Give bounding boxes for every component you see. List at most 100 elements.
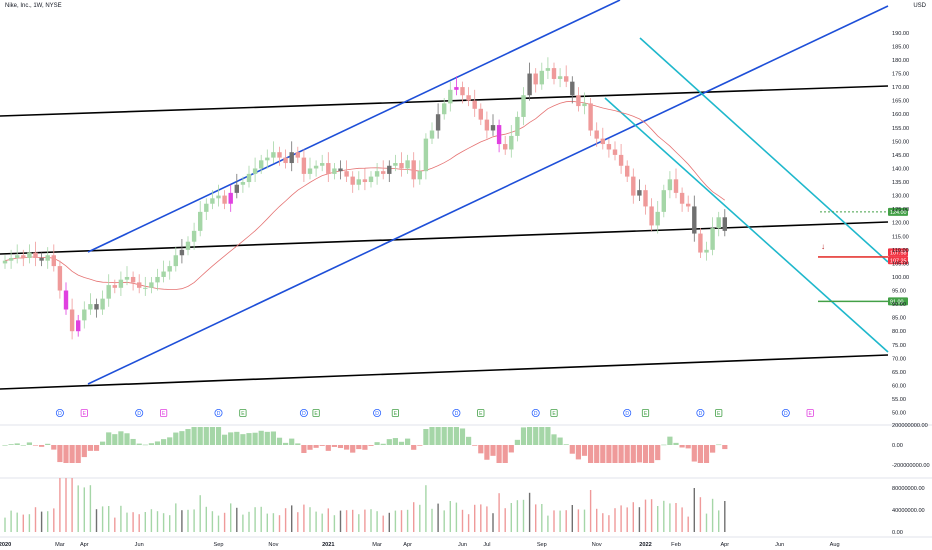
osc-bar bbox=[289, 438, 295, 445]
osc-bar bbox=[51, 445, 57, 450]
candle bbox=[130, 276, 136, 283]
candle bbox=[631, 176, 636, 196]
volume-bar bbox=[693, 488, 695, 532]
volume-bar bbox=[181, 510, 183, 532]
candle bbox=[533, 73, 538, 85]
candle bbox=[94, 304, 99, 310]
osc-bar bbox=[148, 443, 154, 445]
candle bbox=[21, 255, 26, 258]
osc-bar bbox=[258, 430, 264, 445]
osc-bar bbox=[655, 445, 661, 461]
osc-bar bbox=[209, 427, 215, 445]
osc-bar bbox=[179, 431, 185, 445]
candle bbox=[88, 304, 93, 310]
time-tick-label: Apr bbox=[720, 542, 729, 548]
candle bbox=[137, 282, 142, 288]
volume-bar bbox=[34, 507, 37, 532]
osc-bar bbox=[2, 445, 8, 446]
candle bbox=[82, 309, 87, 321]
volume-bar bbox=[718, 510, 720, 532]
volume-bar bbox=[272, 513, 275, 532]
osc-bar bbox=[69, 445, 75, 463]
volume-bar bbox=[260, 506, 262, 532]
osc-bar bbox=[93, 445, 100, 451]
volume-bar bbox=[486, 506, 488, 532]
volume-bar bbox=[467, 514, 470, 532]
osc-bar bbox=[685, 445, 691, 449]
candle bbox=[679, 192, 685, 204]
time-tick-label: Jul bbox=[483, 542, 490, 548]
osc-bar bbox=[307, 445, 313, 450]
volume-bar bbox=[352, 509, 354, 532]
candle bbox=[710, 228, 715, 250]
osc-bar bbox=[478, 445, 484, 454]
candle bbox=[216, 195, 221, 199]
candle bbox=[118, 279, 124, 288]
volume-bar bbox=[413, 502, 415, 532]
candle bbox=[673, 179, 679, 193]
candle bbox=[39, 257, 44, 261]
channel-lower-line bbox=[87, 5, 889, 385]
volume-bar bbox=[419, 504, 421, 532]
osc-bar bbox=[703, 445, 710, 463]
volume-bar bbox=[199, 495, 201, 532]
volume-bar bbox=[455, 502, 458, 532]
volume-bar bbox=[644, 499, 647, 532]
price-tick-label: 175.00 bbox=[892, 72, 909, 78]
dividend-marker bbox=[135, 408, 144, 417]
volume-bar bbox=[4, 517, 6, 532]
time-tick-label: Feb bbox=[671, 542, 681, 548]
volume-bar bbox=[663, 500, 665, 532]
osc-bar bbox=[8, 444, 14, 445]
candle bbox=[222, 195, 227, 204]
osc-bar bbox=[642, 445, 649, 463]
osc-bar bbox=[81, 445, 87, 458]
osc-bar bbox=[618, 445, 624, 463]
candle bbox=[472, 100, 477, 109]
time-tick-label: 2021 bbox=[322, 542, 334, 548]
currency-label: USD bbox=[913, 3, 926, 9]
candle bbox=[515, 116, 520, 136]
ma-line bbox=[4, 100, 726, 290]
osc-bar bbox=[679, 445, 685, 448]
candle bbox=[600, 138, 605, 145]
osc-bar bbox=[435, 427, 441, 445]
osc-bar bbox=[75, 445, 81, 463]
volume-bar bbox=[553, 510, 555, 532]
osc-bar bbox=[136, 443, 142, 445]
volume-bar bbox=[528, 492, 531, 532]
candle bbox=[454, 87, 459, 90]
dividend-marker bbox=[214, 408, 223, 417]
osc-bar bbox=[57, 445, 63, 463]
candle bbox=[503, 144, 508, 150]
candle bbox=[313, 165, 319, 169]
volume-bar bbox=[47, 511, 49, 532]
earnings-marker bbox=[159, 409, 168, 417]
candle bbox=[637, 190, 642, 196]
volume-bar bbox=[492, 513, 494, 532]
osc-bar bbox=[167, 437, 173, 445]
volume-bar bbox=[108, 506, 110, 532]
volume-bar bbox=[345, 510, 348, 532]
volume-bar bbox=[187, 509, 189, 532]
marker-letter: D bbox=[455, 411, 459, 417]
osc-bar bbox=[374, 442, 380, 445]
candle bbox=[265, 157, 270, 161]
price-tick-label: 90.00 bbox=[892, 302, 906, 308]
volume-bar bbox=[535, 504, 537, 532]
candles bbox=[2, 57, 727, 340]
volume-bar bbox=[101, 506, 104, 532]
volume-bar bbox=[126, 512, 128, 532]
dividend-marker bbox=[452, 408, 461, 417]
candle bbox=[643, 190, 648, 207]
volume-bar bbox=[242, 514, 244, 532]
time-tick-label: Jun bbox=[135, 542, 144, 548]
time-tick-label: Apr bbox=[403, 542, 412, 548]
price-tick-label: 125.00 bbox=[892, 207, 909, 213]
volume-bar bbox=[394, 510, 397, 532]
osc-bar bbox=[600, 445, 606, 463]
volume-bar bbox=[339, 510, 342, 532]
volume-bar bbox=[169, 515, 171, 532]
osc-bar bbox=[368, 445, 374, 446]
